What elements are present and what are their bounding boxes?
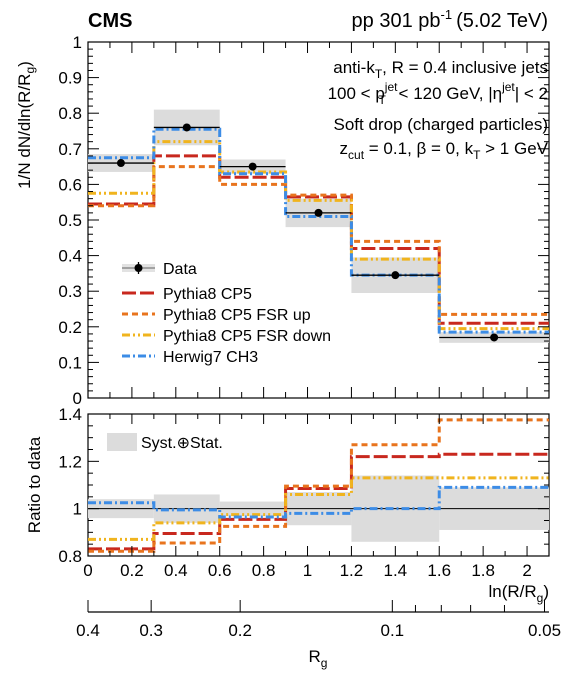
legend-label-pythia8-cp5: Pythia8 CP5	[163, 286, 252, 303]
legend: Data Pythia8 CP5 Pythia8 CP5 FSR up Pyth…	[122, 261, 331, 366]
rg-tick-label-2: 0.2	[228, 621, 252, 640]
lower-ytick-label-2: 1.2	[58, 452, 82, 471]
lower-series-pythia8-cp5-fsr-up	[88, 418, 549, 553]
data-point-2	[248, 162, 257, 171]
upper-ytick-label-6: 0.6	[58, 175, 82, 194]
upper-mc-series	[88, 127, 549, 334]
rg-tick-label-4: 0.05	[528, 621, 561, 640]
rg-axis-ticks: 0.4 0.3 0.2 0.1 0.05	[76, 600, 561, 640]
lower-xtick-label-3: 0.6	[208, 561, 232, 580]
upper-series-pythia8-cp5	[88, 154, 549, 325]
rg-tick-label-1: 0.3	[139, 621, 163, 640]
legend-syst-stat-swatch	[107, 433, 137, 451]
data-point-5	[490, 333, 499, 342]
upper-ytick-label-0: 0	[73, 389, 82, 408]
upper-ytick-label-2: 0.2	[58, 318, 82, 337]
upper-series-pythia8-cp5-fsr-down	[88, 140, 549, 331]
lower-series-herwig7-ch3	[88, 485, 549, 519]
legend-data-marker	[134, 264, 143, 272]
data-point-1	[182, 123, 191, 132]
legend-label-pythia8-fsr-up: Pythia8 CP5 FSR up	[163, 307, 311, 324]
upper-ylabel: 1/N dN/dln(R/Rg)	[15, 61, 37, 189]
experiment-label: CMS	[88, 10, 132, 32]
lower-xlabel: ln(R/Rg)	[488, 582, 549, 605]
data-point-4	[391, 271, 400, 280]
rg-tick-label-3: 0.1	[381, 621, 405, 640]
upper-ytick-label-5: 0.5	[58, 211, 82, 230]
lower-xtick-label-9: 1.8	[471, 561, 495, 580]
lower-xtick-label-10: 2	[522, 561, 531, 580]
lower-xtick-label-6: 1.2	[340, 561, 364, 580]
upper-data-series	[88, 123, 549, 342]
lower-xtick-label-2: 0.4	[164, 561, 188, 580]
legend-label-pythia8-fsr-down: Pythia8 CP5 FSR down	[163, 328, 331, 345]
upper-ytick-label-10: 1	[73, 33, 82, 52]
upper-ytick-label-1: 0.1	[58, 353, 82, 372]
data-point-0	[116, 159, 125, 168]
upper-ytick-label-9: 0.9	[58, 69, 82, 88]
upper-series-herwig7-ch3	[88, 127, 549, 334]
run-info: pp 301 pb-1 (5.02 TeV)	[352, 7, 548, 32]
lower-ylabel: Ratio to data	[25, 436, 44, 533]
rg-tick-label-0: 0.4	[76, 621, 100, 640]
legend-label-data: Data	[163, 261, 197, 278]
legend-syst-stat-label: Syst.⊕Stat.	[141, 435, 223, 452]
lower-xtick-label-4: 0.8	[252, 561, 276, 580]
upper-ytick-label-3: 0.3	[58, 282, 82, 301]
lower-xtick-label-7: 1.4	[384, 561, 408, 580]
upper-ytick-label-4: 0.4	[58, 247, 82, 266]
lower-xtick-label-8: 1.6	[427, 561, 451, 580]
lower-xtick-label-1: 0.2	[120, 561, 144, 580]
upper-axis-ticks: 0 0.1 0.2 0.3 0.4 0.5 0.6 0.7 0.8 0.9 1	[58, 33, 550, 408]
lower-axis-ticks: 0.8 1 1.2 1.4 0 0.2 0.4 0.6 0.8 1 1.2 1.4 1.6 1.8 2	[58, 405, 550, 580]
annotation-soft-drop: Soft drop (charged particles)	[334, 115, 549, 134]
data-point-3	[314, 208, 323, 217]
annotation-sd-params: zcut = 0.1, β = 0, kT > 1 GeV	[340, 139, 549, 162]
lower-ytick-label-3: 1.4	[58, 405, 82, 424]
upper-ytick-label-8: 0.8	[58, 104, 82, 123]
upper-series-pythia8-cp5-fsr-up	[88, 165, 549, 316]
lower-ytick-label-1: 1	[73, 500, 82, 519]
annotation-jet-algo: anti-kT, R = 0.4 inclusive jets	[333, 58, 548, 81]
lower-ratio-series	[88, 418, 549, 553]
annotation-kinematics: 100 < pjet T < 120 GeV, |ηjet| < 2	[328, 80, 548, 107]
rg-axis-label: Rg	[309, 647, 328, 670]
lower-ytick-label-0: 0.8	[58, 547, 82, 566]
upper-ytick-label-7: 0.7	[58, 140, 82, 159]
lower-xtick-label-0: 0	[83, 561, 92, 580]
lower-xtick-label-5: 1	[303, 561, 312, 580]
legend-label-herwig7-ch3: Herwig7 CH3	[163, 349, 258, 366]
